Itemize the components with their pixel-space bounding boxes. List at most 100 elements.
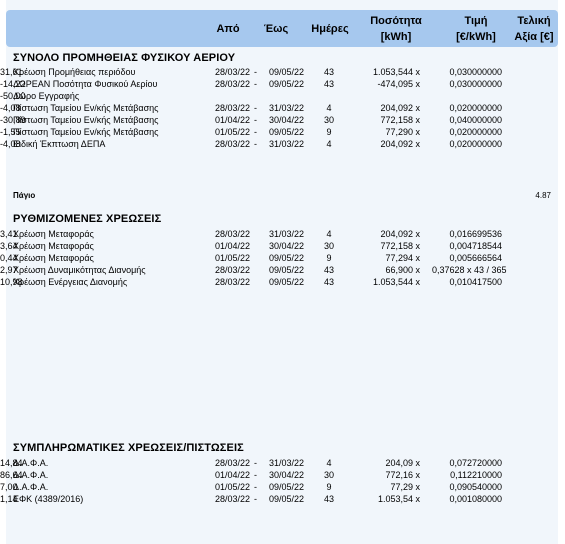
row-final-value: 14,84	[0, 458, 23, 468]
row-days: 43	[323, 494, 334, 504]
row-date-dash: -	[254, 115, 257, 125]
row-final-value: -50,00	[0, 91, 26, 101]
row-unit-price: 0,37628 x 43 / 365	[432, 265, 507, 275]
row-from-date: 28/03/22	[214, 139, 250, 149]
row-to-date: 09/05/22	[268, 494, 304, 504]
row-final-value: -4,08	[0, 103, 21, 113]
row-to-date: 09/05/22	[268, 253, 304, 263]
row-unit-price: 0,030000000	[449, 67, 502, 77]
row-date-dash: -	[254, 67, 257, 77]
row-quantity: 772,16 x	[385, 470, 420, 480]
row-to-date: 09/05/22	[268, 265, 304, 275]
row-description: Πίστωση Ταμείου Εν/κής Μετάβασης	[13, 115, 159, 125]
row-final-value: 10,98	[0, 277, 23, 287]
row-date-dash: -	[254, 103, 257, 113]
row-unit-price: 0,020000000	[449, 127, 502, 137]
row-final-value: -14,22	[0, 79, 26, 89]
row-description: Δ.Α.Φ.Α.	[13, 458, 49, 468]
table-row: Δ.Α.Φ.Α. 28/03/22- 31/03/22 4 204,09 x 0,0727…	[0, 457, 565, 469]
row-description: Χρέωση Μεταφοράς	[13, 229, 94, 239]
row-final-value: 86,64	[0, 470, 23, 480]
header-from: Από	[216, 23, 240, 35]
row-days: 9	[326, 482, 332, 492]
row-quantity: 204,092 x	[380, 103, 420, 113]
row-to-date: 09/05/22	[268, 79, 304, 89]
row-to-date: 09/05/22	[268, 482, 304, 492]
row-from-date: 01/04/22	[214, 241, 250, 251]
row-description: Ειδική Έκπτωση ΔΕΠΑ	[13, 139, 106, 149]
pagio-label: Πάγιο	[13, 191, 36, 200]
row-unit-price: 0,090540000	[449, 482, 502, 492]
row-description: Δ.Α.Φ.Α.	[13, 470, 49, 480]
row-final-value: 31,61	[0, 67, 23, 77]
row-to-date: 31/03/22	[268, 229, 304, 239]
table-row: Δώρο Εγγραφής -50,00	[0, 90, 565, 102]
row-days: 30	[323, 115, 334, 125]
row-quantity: 77,29 x	[390, 482, 420, 492]
row-from-date: 28/03/22	[214, 458, 250, 468]
table-row: Πίστωση Ταμείου Εν/κής Μετάβασης 01/05/22…	[0, 126, 565, 138]
header-days: Ημέρες	[311, 23, 349, 35]
row-days: 4	[326, 229, 332, 239]
header-qty-line2: [kWh]	[380, 31, 412, 43]
row-unit-price: 0,030000000	[449, 79, 502, 89]
section-title-regulated: ΡΥΘΜΙΖΟΜΕΝΕΣ ΧΡΕΩΣΕΙΣ	[13, 213, 162, 225]
table-row: Χρέωση Μεταφοράς 01/05/22 09/05/22 9 77,294 …	[0, 252, 565, 264]
row-days: 4	[326, 103, 332, 113]
bill-document	[6, 0, 558, 544]
row-quantity: 772,158 x	[380, 241, 420, 251]
table-header: Από Έως Ημέρες Ποσότητα [kWh] Τιμή [€/kW…	[6, 10, 558, 47]
row-from-date: 28/03/22	[214, 265, 250, 275]
table-row: ΔΩΡΕΑΝ Ποσότητα Φυσικού Αερίου 28/03/22- 0…	[0, 78, 565, 90]
row-unit-price: 0,016699536	[449, 229, 502, 239]
row-quantity: 77,294 x	[385, 253, 420, 263]
row-unit-price: 0,020000000	[449, 103, 502, 113]
row-to-date: 09/05/22	[268, 127, 304, 137]
row-quantity: -474,095 x	[377, 79, 420, 89]
row-description: Χρέωση Ενέργειας Διανομής	[13, 277, 128, 287]
row-from-date: 01/05/22	[214, 253, 250, 263]
row-to-date: 09/05/22	[268, 67, 304, 77]
row-from-date: 01/05/22	[214, 482, 250, 492]
header-price-line1: Τιμή	[464, 15, 488, 27]
row-unit-price: 0,112210000	[450, 470, 502, 480]
row-quantity: 204,09 x	[385, 458, 420, 468]
table-row: Πίστωση Ταμείου Εν/κής Μετάβασης 28/03/22…	[0, 102, 565, 114]
row-final-value: 3,41	[0, 229, 18, 239]
row-from-date: 01/04/22	[214, 470, 250, 480]
row-quantity: 66,900 x	[385, 265, 420, 275]
row-final-value: 1,14	[0, 494, 18, 504]
row-unit-price: 0,004718544	[449, 241, 502, 251]
row-days: 43	[323, 79, 334, 89]
row-final-value: 0,44	[0, 253, 18, 263]
header-value-line2: Αξία [€]	[514, 31, 554, 43]
row-from-date: 28/03/22	[214, 494, 250, 504]
row-quantity: 772,158 x	[380, 115, 420, 125]
row-days: 30	[323, 241, 334, 251]
row-description: Πίστωση Ταμείου Εν/κής Μετάβασης	[13, 103, 159, 113]
row-days: 30	[323, 470, 334, 480]
row-days: 4	[326, 139, 332, 149]
row-quantity: 204,092 x	[380, 139, 420, 149]
row-to-date: 30/04/22	[268, 241, 304, 251]
row-unit-price: 0,005666564	[449, 253, 502, 263]
row-unit-price: 0,072720000	[449, 458, 502, 468]
header-qty-line1: Ποσότητα	[370, 15, 422, 27]
row-from-date: 28/03/22	[214, 277, 250, 287]
section-title-supply: ΣΥΝΟΛΟ ΠΡΟΜΗΘΕΙΑΣ ΦΥΣΙΚΟΥ ΑΕΡΙΟΥ	[13, 52, 236, 64]
row-final-value: 2,97	[0, 265, 18, 275]
row-to-date: 31/03/22	[268, 139, 304, 149]
row-from-date: 01/04/22	[214, 115, 250, 125]
row-days: 9	[326, 127, 332, 137]
row-final-value: 3,64	[0, 241, 18, 251]
row-unit-price: 0,010417500	[449, 277, 502, 287]
row-date-dash: -	[254, 127, 257, 137]
table-row: Χρέωση Μεταφοράς 01/04/22 30/04/22 30 772,15…	[0, 240, 565, 252]
row-unit-price: 0,020000000	[449, 139, 502, 149]
row-date-dash: -	[254, 139, 257, 149]
row-to-date: 30/04/22	[268, 470, 304, 480]
table-row: Δ.Α.Φ.Α. 01/05/22- 09/05/22 9 77,29 x 0,09054…	[0, 481, 565, 493]
row-description: Δώρο Εγγραφής	[13, 91, 80, 101]
table-row: Χρέωση Ενέργειας Διανομής 28/03/22 09/05/2…	[0, 276, 565, 288]
row-final-value: -30,89	[0, 115, 26, 125]
